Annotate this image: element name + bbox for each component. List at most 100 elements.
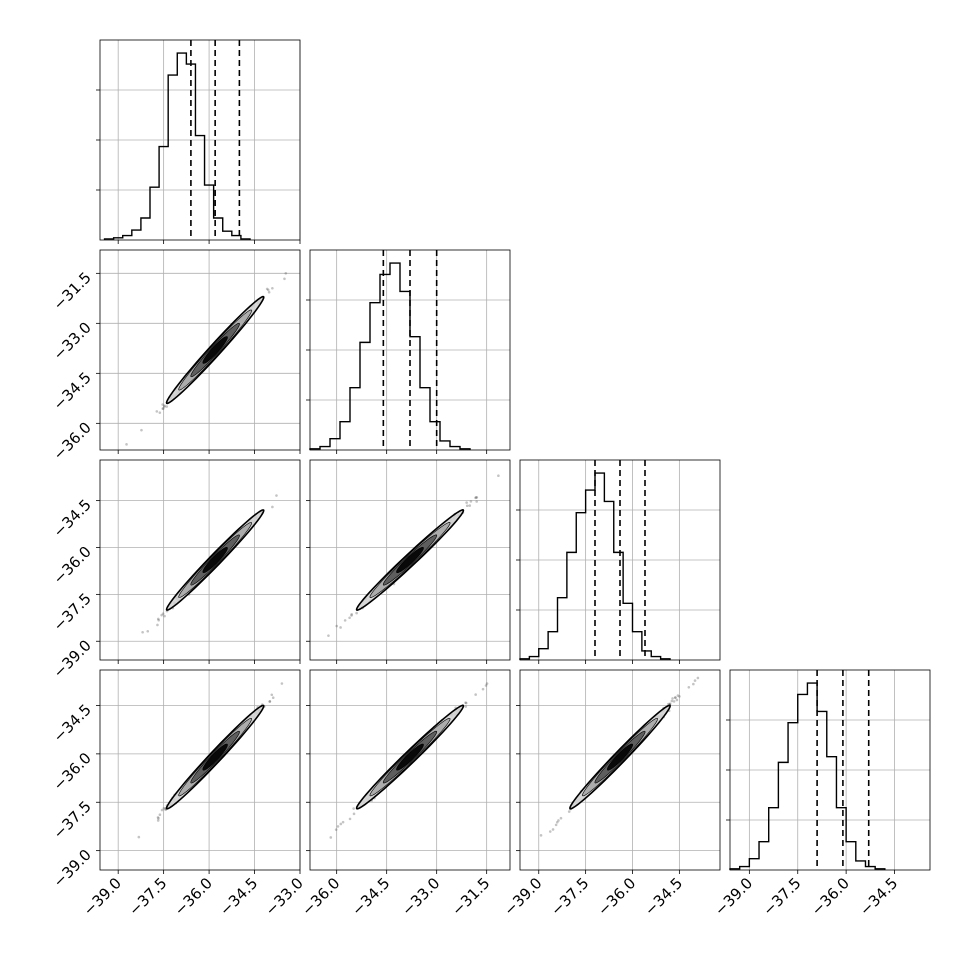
sample-point (160, 808, 164, 812)
x-tick-label: −36.0 (171, 874, 216, 919)
sample-point (548, 830, 552, 833)
histogram-panel-2 (516, 459, 721, 664)
x-tick-labels-col-3: −39.0 −37.5 −36.0 −34.5 (711, 874, 901, 919)
panel-content (125, 271, 288, 446)
scatter-panel-0-1 (96, 249, 301, 454)
y-tick-label: −36.0 (50, 543, 95, 588)
panel-content (329, 682, 489, 839)
sample-point (162, 807, 166, 810)
sample-point (551, 828, 555, 831)
scatter-panel-0-2 (96, 459, 301, 664)
sample-point (673, 696, 677, 699)
sample-point (485, 682, 489, 685)
sample-point (696, 676, 700, 680)
sample-point (156, 819, 160, 822)
histogram-steps-1 (309, 262, 471, 450)
sample-point (687, 686, 691, 689)
sample-point (464, 705, 468, 708)
sample-point (327, 634, 330, 637)
histogram-panel-0 (96, 39, 301, 244)
sample-point (268, 699, 272, 703)
scatter-panel-1-2 (306, 459, 511, 664)
sample-point (469, 500, 473, 503)
density-contour-3 (396, 743, 424, 771)
panel-frame (519, 459, 721, 661)
x-tick-label: −33.0 (262, 874, 307, 919)
sample-point (693, 679, 697, 682)
x-tick-labels-col-1: −36.0 −34.5 −33.0 −31.5 (298, 874, 493, 919)
x-tick-label: −36.0 (594, 874, 639, 919)
sample-point (465, 504, 469, 508)
scatter-panel-2-3 (516, 669, 721, 874)
sample-point (265, 287, 269, 291)
panel-frame (519, 669, 721, 871)
sample-point (676, 694, 680, 697)
x-tick-label: −36.0 (808, 874, 853, 919)
y-tick-label: −39.0 (50, 636, 95, 681)
sample-point (271, 505, 274, 509)
sample-point (678, 695, 681, 698)
sample-point (475, 500, 478, 503)
sample-point (137, 835, 141, 839)
sample-point (481, 687, 485, 691)
x-tick-label: −36.0 (298, 874, 343, 919)
sample-point (157, 618, 160, 622)
sample-point (348, 616, 351, 620)
sample-point (343, 619, 347, 622)
sample-point (160, 613, 163, 617)
sample-point (163, 614, 166, 618)
sample-point (336, 825, 340, 828)
sample-point (163, 404, 166, 407)
y-tick-labels-row-1: −36.0 −34.5 −33.0 −31.5 (50, 268, 95, 463)
density-contour-3 (202, 336, 228, 364)
x-tick-labels-col-2: −39.0 −37.5 −36.0 −34.5 (500, 874, 686, 919)
panel-frame (309, 459, 511, 661)
sample-point (141, 630, 144, 634)
sample-point (157, 817, 160, 820)
sample-point (352, 807, 355, 810)
x-tick-label: −39.0 (80, 874, 125, 919)
sample-point (674, 696, 677, 699)
sample-point (280, 682, 284, 685)
histogram-steps-3 (729, 682, 886, 870)
sample-point (156, 623, 159, 627)
sample-point (271, 696, 275, 699)
histogram-panel-1 (306, 249, 511, 454)
sample-point (465, 501, 468, 504)
density-contour-3 (202, 743, 228, 771)
sample-point (163, 405, 166, 408)
x-tick-labels-col-0: −39.0 −37.5 −36.0 −34.5 −33.0 (80, 874, 307, 919)
sample-point (156, 617, 160, 621)
sample-point (468, 504, 472, 507)
sample-point (348, 817, 352, 821)
sample-point (329, 836, 333, 839)
sample-point (475, 496, 479, 499)
sample-point (270, 693, 274, 697)
sample-point (497, 474, 500, 477)
sample-point (567, 810, 571, 813)
panel-frame (99, 459, 301, 661)
x-tick-label: −34.5 (348, 874, 393, 919)
y-tick-label: −39.0 (50, 846, 95, 891)
sample-point (464, 701, 468, 705)
panel-content (141, 494, 278, 634)
sample-point (352, 812, 356, 816)
sample-point (557, 819, 560, 822)
sample-point (275, 494, 278, 497)
sample-point (158, 411, 162, 414)
sample-point (165, 405, 169, 408)
histogram-panel-3 (726, 669, 931, 874)
panel-frame (99, 39, 301, 241)
density-contour-3 (606, 743, 634, 771)
y-tick-label: −37.5 (50, 797, 95, 842)
density-contour-3 (396, 546, 424, 574)
panel-frame (309, 249, 511, 451)
sample-point (474, 496, 477, 500)
sample-point (339, 822, 343, 826)
panel-frame (99, 249, 301, 451)
sample-point (266, 288, 270, 292)
sample-point (464, 701, 467, 704)
scatter-panel-1-3 (306, 669, 511, 874)
sample-point (334, 828, 338, 831)
